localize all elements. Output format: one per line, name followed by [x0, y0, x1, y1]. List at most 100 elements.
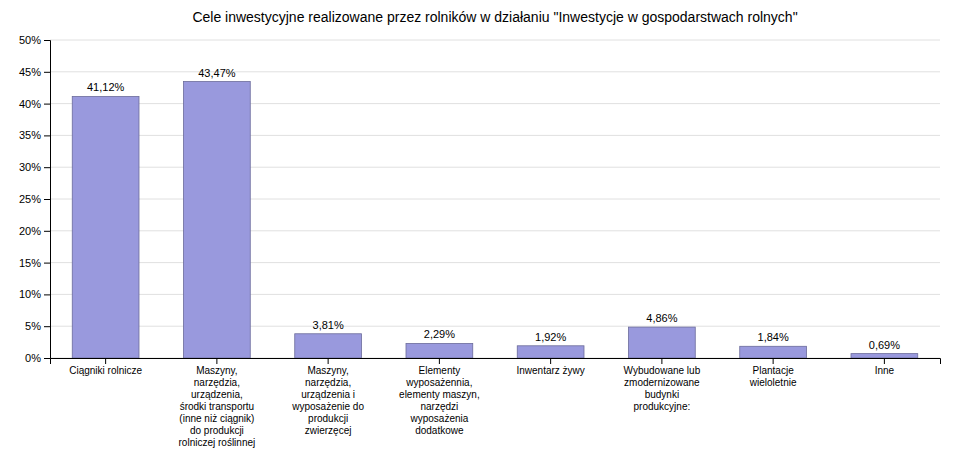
y-tick-label: 40% — [19, 98, 41, 110]
y-tick: 20% — [19, 225, 50, 237]
x-tick: Ciągniki rolnicze — [69, 358, 142, 376]
x-tick-label-line: wyposażenia — [409, 413, 468, 424]
data-label: 3,81% — [313, 319, 344, 331]
y-tick-mark — [44, 135, 50, 136]
y-tick-label: 50% — [19, 34, 41, 46]
data-label: 41,12% — [87, 81, 125, 93]
x-tick-label-line: zwierzęcej — [305, 425, 352, 436]
y-tick-label: 45% — [19, 66, 41, 78]
x-tick-label-line: rolniczej roślinnej — [179, 437, 256, 448]
y-tick-label: 30% — [19, 161, 41, 173]
y-tick-mark — [44, 72, 50, 73]
x-axis: Ciągniki rolniczeMaszyny,narzędzia,urząd… — [51, 358, 941, 448]
x-tick-label-line: Plantacje — [753, 365, 795, 376]
x-tick-label-line: urządzenia, — [191, 389, 243, 400]
y-tick-mark — [44, 167, 50, 168]
x-tick-label: Inne — [875, 365, 895, 376]
x-tick-label: Plantacjewieloletnie — [749, 365, 797, 388]
x-tick-label-line: do produkcji — [190, 425, 244, 436]
data-label: 43,47% — [198, 67, 236, 79]
x-tick-label-line: Inne — [875, 365, 895, 376]
x-tick-label-line: środki transportu — [180, 401, 254, 412]
x-tick-mark — [328, 358, 329, 364]
x-tick-label-line: budynki — [645, 389, 679, 400]
title: Cele inwestycyjne realizowane przez roln… — [192, 9, 797, 25]
y-tick: 45% — [19, 66, 50, 78]
y-tick-mark — [44, 358, 50, 359]
x-axis-line — [51, 359, 941, 365]
x-tick-label: Maszyny,narzędzia,urządzenia iwyposażeni… — [291, 365, 364, 436]
x-tick-label-line: Elementy — [419, 365, 461, 376]
x-tick: Maszyny,narzędzia,urządzenia iwyposażeni… — [291, 358, 364, 436]
x-tick-label: Ciągniki rolnicze — [69, 365, 142, 376]
y-tick: 10% — [19, 288, 50, 300]
x-tick-label-line: narzędzia, — [194, 377, 240, 388]
x-tick-label-line: zmodernizowane — [624, 377, 700, 388]
data-label: 1,92% — [535, 331, 566, 343]
x-tick-label: Elementywyposażennia,elementy maszyn,nar… — [399, 365, 480, 436]
y-tick: 15% — [19, 257, 50, 269]
y-tick-label: 10% — [19, 288, 41, 300]
y-tick: 25% — [19, 193, 50, 205]
chart: 0% 5% 10% 15% 20% 25% 30% 35% 40% 45% 50% Ciągniki … — [0, 0, 960, 470]
y-tick-label: 20% — [19, 225, 41, 237]
y-tick-mark — [44, 294, 50, 295]
x-tick: Inne — [875, 358, 895, 376]
x-tick-label-line: elementy maszyn, — [399, 389, 480, 400]
y-tick-label: 15% — [19, 257, 41, 269]
x-tick: Wybudowane lubzmodernizowanebudynkiprodu… — [624, 358, 701, 412]
y-tick-label: 35% — [19, 129, 41, 141]
x-tick-mark — [216, 358, 217, 364]
y-tick-label: 0% — [25, 352, 41, 364]
x-tick-label: Maszyny,narzędzia,urządzenia,środki tran… — [179, 365, 256, 448]
x-tick-label-line: narzędzi — [420, 401, 458, 412]
x-tick-label-line: produkcji — [308, 413, 348, 424]
x-tick-label-line: wieloletnie — [749, 377, 797, 388]
x-tick-label-line: produkcyjne: — [634, 401, 691, 412]
x-tick-mark — [661, 358, 662, 364]
x-tick-label-line: urządzenia i — [301, 389, 355, 400]
plot: 0% 5% 10% 15% 20% 25% 30% 35% 40% 45% 50% Ciągniki … — [19, 34, 941, 448]
x-tick: Inwentarz żywy — [516, 358, 584, 376]
y-tick-label: 5% — [25, 320, 41, 332]
y-tick: 5% — [25, 320, 50, 332]
x-tick-label-line: (inne niż ciągnik) — [179, 413, 254, 424]
y-tick: 0% — [25, 352, 50, 364]
grid-line — [50, 71, 940, 72]
y-tick: 40% — [19, 98, 50, 110]
x-tick-mark — [773, 358, 774, 364]
y-tick-mark — [44, 40, 50, 41]
x-tick-label-line: Inwentarz żywy — [516, 365, 584, 376]
bar — [629, 327, 696, 358]
y-tick-mark — [44, 326, 50, 327]
grid-line — [50, 40, 940, 41]
bar — [406, 343, 473, 358]
y-tick: 50% — [19, 34, 50, 46]
x-tick-label-line: wyposażenie do — [291, 401, 364, 412]
y-tick: 30% — [19, 161, 50, 173]
x-tick: Maszyny,narzędzia,urządzenia,środki tran… — [179, 358, 256, 448]
x-tick-label-line: dodatkowe — [415, 425, 464, 436]
x-tick: Plantacjewieloletnie — [749, 358, 797, 388]
y-axis: 0% 5% 10% 15% 20% 25% 30% 35% 40% 45% 50% — [19, 34, 51, 364]
data-label: 0,69% — [869, 339, 900, 351]
bar — [517, 346, 584, 358]
y-axis-line — [44, 41, 51, 359]
data-label: 2,29% — [424, 328, 455, 340]
x-tick-label: Wybudowane lubzmodernizowanebudynkiprodu… — [624, 365, 701, 412]
x-tick-mark — [550, 358, 551, 364]
y-tick-mark — [44, 263, 50, 264]
y-tick-mark — [44, 231, 50, 232]
x-tick-label-line: Ciągniki rolnicze — [69, 365, 142, 376]
data-label: 4,86% — [646, 312, 677, 324]
x-tick-mark — [884, 358, 885, 364]
x-tick-label-line: Maszyny, — [307, 365, 349, 376]
y-tick-label: 25% — [19, 193, 41, 205]
x-tick-label-line: Maszyny, — [196, 365, 238, 376]
x-tick-label-line: Wybudowane lub — [624, 365, 701, 376]
y-tick-mark — [44, 104, 50, 105]
bar — [740, 346, 807, 358]
x-tick-label: Inwentarz żywy — [516, 365, 584, 376]
bars — [72, 82, 918, 358]
y-tick-mark — [44, 199, 50, 200]
